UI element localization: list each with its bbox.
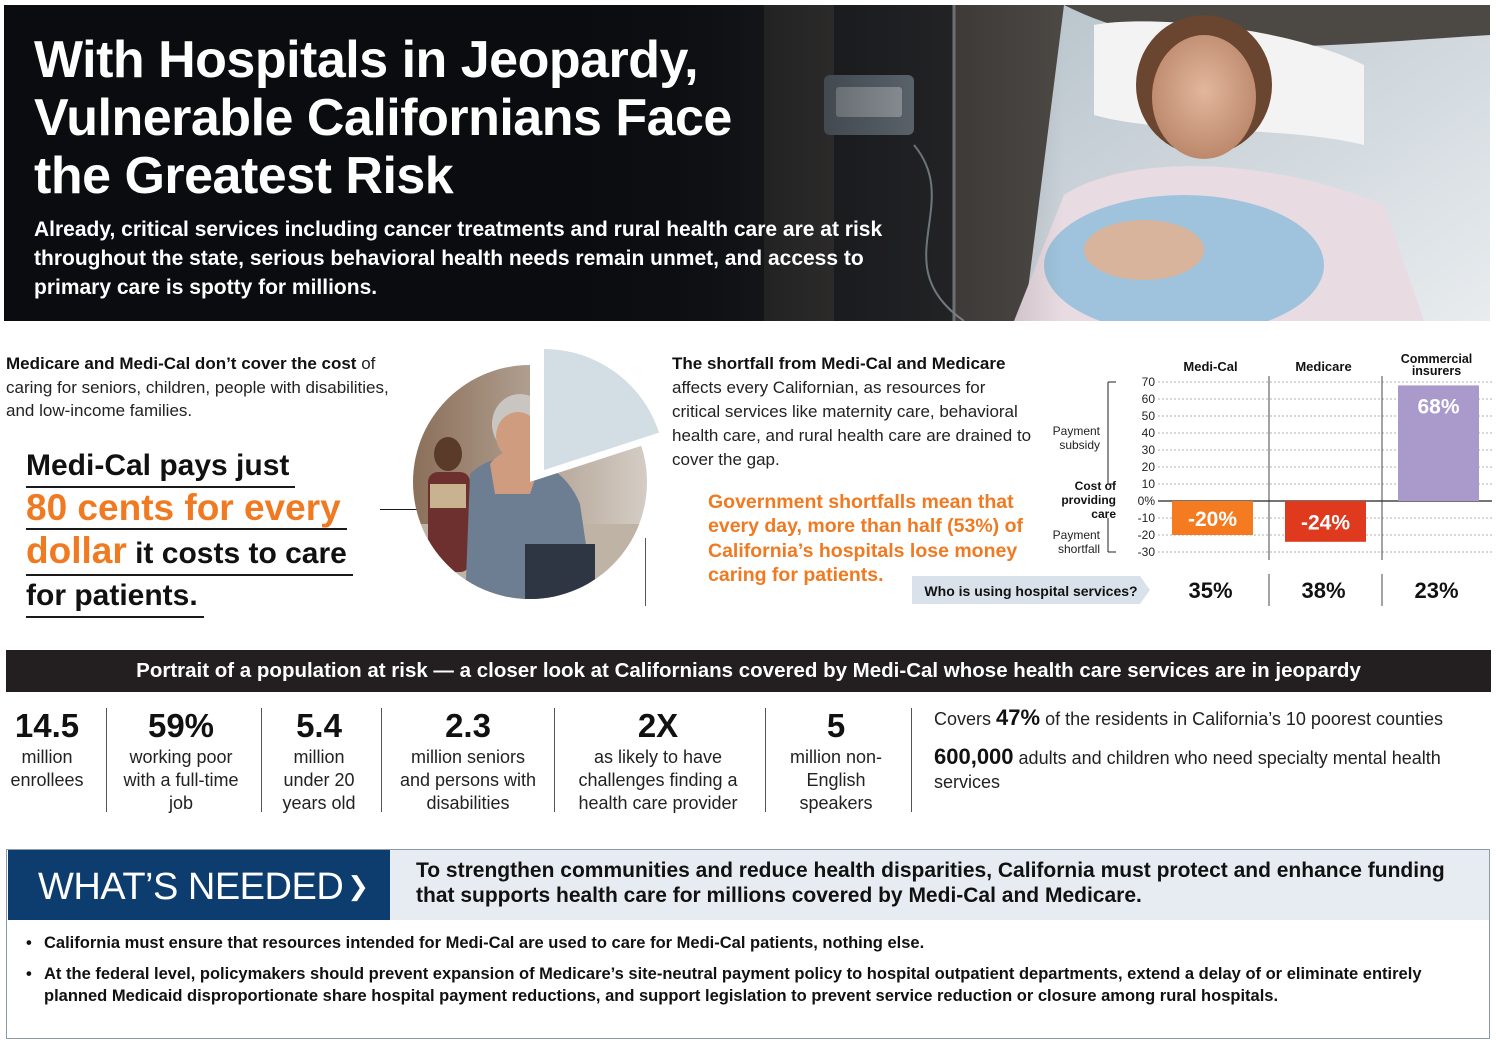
stat-under-20: 5.4 million under 20 years old xyxy=(270,706,368,815)
whats-needed-label: WHAT’S NEEDED ❯ xyxy=(8,850,390,920)
stat-divider xyxy=(765,708,766,812)
stat-enrollees: 14.5 million enrollees xyxy=(4,706,90,792)
shortfall-text: The shortfall from Medi-Cal and Medicare… xyxy=(672,352,1032,472)
covers-row: Covers 47% of the residents in Californi… xyxy=(934,706,1494,731)
stat-value: 14.5 xyxy=(14,707,80,744)
cost-intro-bold: Medicare and Medi-Cal don’t cover the co… xyxy=(6,354,357,373)
stat-label: million seniors and persons with disabil… xyxy=(399,747,537,813)
whats-needed-text: WHAT’S NEEDED xyxy=(38,866,344,908)
cents-suffix-1: it costs to care xyxy=(135,537,347,570)
covers-suffix: of the residents in California’s 10 poor… xyxy=(1045,709,1443,729)
annot-lower: Payment shortfall xyxy=(1053,528,1101,556)
stat-label: million under 20 years old xyxy=(282,747,356,813)
usage-value: 35% xyxy=(1188,578,1232,603)
category-label: Medicare xyxy=(1295,359,1351,374)
cents-suffix-2: for patients. xyxy=(26,579,198,612)
covers-prefix: Covers xyxy=(934,709,992,729)
mental-health-row: 600,000 adults and children who need spe… xyxy=(934,745,1494,794)
stat-label: million enrollees xyxy=(10,747,84,790)
portrait-banner: Portrait of a population at risk — a clo… xyxy=(6,650,1491,692)
mental-health-text: adults and children who need specialty m… xyxy=(934,748,1441,792)
y-tick-label: 0% xyxy=(1138,494,1156,508)
cost-intro: Medicare and Medi-Cal don’t cover the co… xyxy=(6,352,416,423)
stat-value: 2.3 xyxy=(445,707,491,744)
annot-zero: Cost of providing care xyxy=(1061,479,1117,521)
list-item: California must ensure that resources in… xyxy=(24,932,1464,954)
bar-value-label: -20% xyxy=(1188,508,1237,531)
bar xyxy=(1172,501,1253,535)
usage-label: Who is using hospital services? xyxy=(924,583,1137,599)
stat-value: 5 xyxy=(826,707,846,744)
y-tick-label: 60 xyxy=(1142,392,1156,406)
whats-needed-headline: To strengthen communities and reduce hea… xyxy=(390,850,1489,920)
cents-highlight-2: dollar xyxy=(26,530,127,571)
hero-title: With Hospitals in Jeopardy, Vulnerable C… xyxy=(34,31,732,205)
stat-non-english: 5 million non-English speakers xyxy=(774,706,898,815)
shortfall-rest: affects every Californian, as resources … xyxy=(672,378,1032,469)
covers-value: 47% xyxy=(996,705,1041,730)
list-item: At the federal level, policymakers shoul… xyxy=(24,963,1464,1007)
stat-value: 59% xyxy=(147,707,215,744)
medi-cal-cents-statement: Medi-Cal pays just 80 cents for every do… xyxy=(26,446,386,618)
bar-value-label: -24% xyxy=(1301,511,1350,534)
chevron-right-icon: ❯ xyxy=(347,871,369,901)
y-tick-label: 40 xyxy=(1142,426,1156,440)
whats-needed-list: California must ensure that resources in… xyxy=(24,932,1464,1016)
cents-prefix: Medi-Cal pays just xyxy=(26,449,290,482)
hero-subtitle: Already, critical services including can… xyxy=(34,218,883,299)
stat-working-poor: 59% working poor with a full-time job xyxy=(114,706,248,815)
cents-line-4: for patients. xyxy=(26,576,204,618)
y-tick-label: 20 xyxy=(1142,460,1156,474)
category-label: Commercial xyxy=(1401,352,1473,366)
usage-value: 38% xyxy=(1301,578,1345,603)
cents-pie-photo xyxy=(412,349,660,599)
category-label: Medi-Cal xyxy=(1183,359,1237,374)
section-divider xyxy=(645,538,646,606)
stat-divider xyxy=(381,708,382,812)
stat-divider xyxy=(554,708,555,812)
shortfall-bold: The shortfall from Medi-Cal and Medicare xyxy=(672,354,1006,373)
cents-line-2: 80 cents for every xyxy=(26,488,347,530)
stat-divider xyxy=(106,708,107,812)
stat-label: million non-English speakers xyxy=(789,747,883,813)
cost-intro-rest: of caring for seniors, children, people … xyxy=(6,354,389,420)
y-tick-label: 70 xyxy=(1142,375,1156,389)
y-tick-label: -30 xyxy=(1138,545,1156,559)
leader-line xyxy=(380,509,420,510)
cents-line-1: Medi-Cal pays just xyxy=(26,446,296,488)
cents-line-3: dollar it costs to care xyxy=(26,531,353,576)
stat-divider xyxy=(911,708,912,812)
bar-value-label: 68% xyxy=(1417,395,1459,418)
bar xyxy=(1398,385,1479,501)
stat-seniors: 2.3 million seniors and persons with dis… xyxy=(390,706,546,815)
y-tick-label: -20 xyxy=(1138,528,1156,542)
government-shortfall-callout: Government shortfalls mean that every da… xyxy=(708,491,1023,586)
usage-value: 23% xyxy=(1414,578,1458,603)
stat-value: 2X xyxy=(637,707,679,744)
stat-value: 5.4 xyxy=(296,707,342,744)
pie-unpaid-slice xyxy=(544,349,660,470)
y-tick-label: 30 xyxy=(1142,443,1156,457)
bar xyxy=(1285,501,1366,542)
covers-block: Covers 47% of the residents in Californi… xyxy=(934,706,1494,794)
stat-label: as likely to have challenges finding a h… xyxy=(578,747,738,813)
annot-upper: Payment subsidy xyxy=(1053,424,1101,452)
usage-label-shape xyxy=(912,576,1150,604)
stat-2x: 2X as likely to have challenges finding … xyxy=(562,706,754,815)
whats-needed-box xyxy=(6,849,1490,1039)
y-tick-label: 50 xyxy=(1142,409,1156,423)
y-tick-label: 10 xyxy=(1142,477,1156,491)
stat-label: working poor with a full-time job xyxy=(123,747,239,813)
category-label: insurers xyxy=(1412,364,1461,378)
cents-highlight-1: 80 cents for every xyxy=(26,487,341,528)
mental-health-value: 600,000 xyxy=(934,744,1014,769)
stat-divider xyxy=(261,708,262,812)
y-tick-label: -10 xyxy=(1138,511,1156,525)
hero-banner: With Hospitals in Jeopardy, Vulnerable C… xyxy=(4,5,1490,321)
